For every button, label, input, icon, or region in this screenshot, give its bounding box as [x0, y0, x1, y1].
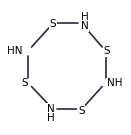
- Text: S: S: [78, 106, 84, 116]
- Text: H
N: H N: [81, 12, 89, 31]
- Text: NH: NH: [107, 78, 122, 88]
- Text: N
H: N H: [47, 104, 54, 123]
- Text: S: S: [21, 78, 28, 88]
- Text: HN: HN: [7, 46, 22, 56]
- Text: S: S: [103, 46, 110, 56]
- Text: S: S: [50, 19, 56, 29]
